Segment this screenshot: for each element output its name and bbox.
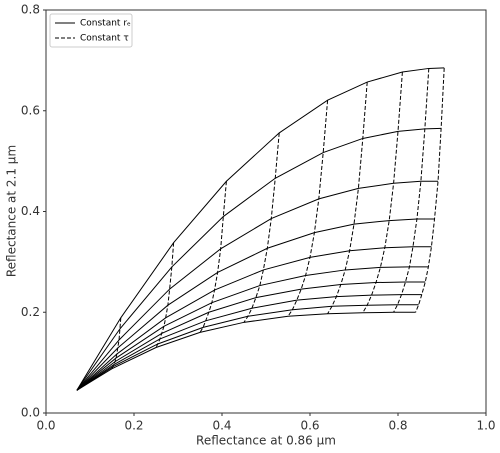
constant-re-line <box>76 67 445 391</box>
x-tick-label: 1.0 <box>476 419 495 433</box>
constant-tau-line <box>199 181 227 333</box>
constant-re-line <box>76 311 416 391</box>
x-tick-label: 0.8 <box>388 419 407 433</box>
x-tick-label: 0.2 <box>124 419 143 433</box>
constant-tau-line <box>287 100 329 317</box>
y-tick-label: 0.2 <box>21 305 40 319</box>
constant-re-line <box>76 294 422 391</box>
constant-tau-line <box>111 317 122 369</box>
legend: Constant rₑ Constant τ <box>49 13 133 48</box>
legend-label: Constant τ <box>80 34 129 44</box>
x-tick-label: 0.6 <box>300 419 319 433</box>
legend-label: Constant rₑ <box>80 19 131 29</box>
plot-frame <box>45 9 487 414</box>
y-tick-label: 0.6 <box>21 103 40 117</box>
x-tick-label: 0.0 <box>36 419 55 433</box>
y-axis-label: Reflectance at 2.1 µm <box>5 145 19 277</box>
constant-tau-line <box>327 82 368 315</box>
legend-box <box>49 13 133 48</box>
y-tick-label: 0.4 <box>21 204 40 218</box>
constant-tau-line <box>415 67 445 313</box>
x-axis-label: Reflectance at 0.86 µm <box>196 434 336 448</box>
constant-re-line <box>76 127 442 391</box>
constant-tau-line <box>243 132 280 323</box>
constant-re-line <box>76 246 432 391</box>
constant-re-line <box>76 218 435 391</box>
constant-tau-line <box>393 68 430 313</box>
constant-tau-line <box>362 71 403 314</box>
constant-re-line <box>76 304 419 391</box>
constant-re-line <box>76 180 439 391</box>
y-tick-label: 0.0 <box>21 406 40 420</box>
x-tick-label: 0.4 <box>212 419 231 433</box>
constant-tau-line <box>155 242 175 348</box>
constant-re-line <box>76 281 426 391</box>
y-tick-label: 0.8 <box>21 3 40 17</box>
constant-re-line <box>76 266 429 391</box>
